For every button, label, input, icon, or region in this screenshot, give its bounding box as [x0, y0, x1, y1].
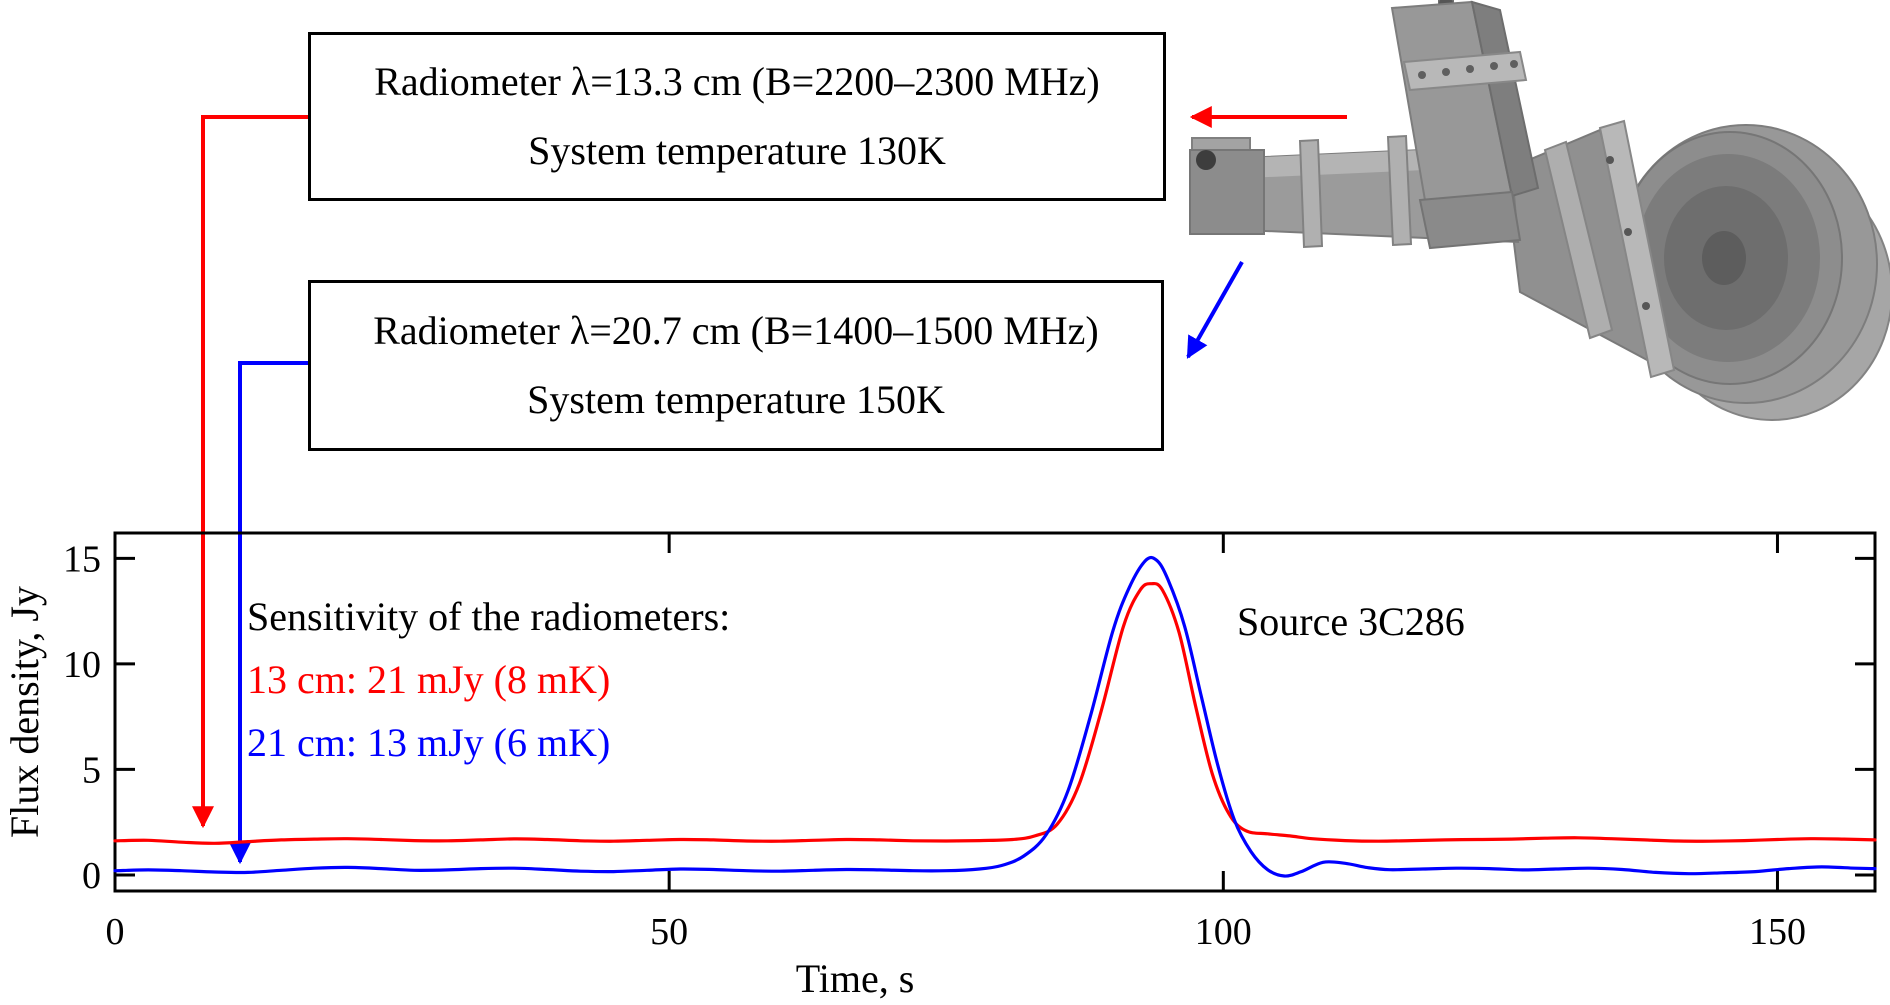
radiometer-21cm-temperature: System temperature 150K [527, 377, 945, 423]
y-tick-label: 5 [82, 749, 101, 791]
x-tick-label: 150 [1749, 911, 1806, 953]
radiometer-13cm-temperature: System temperature 130K [528, 128, 946, 173]
x-axis-title: Time, s [796, 956, 915, 1001]
radiometer-21cm-title: Radiometer λ=20.7 cm (B=1400–1500 MHz) [373, 307, 1099, 353]
x-tick-label: 50 [650, 911, 688, 953]
radiometer-21cm-box: Radiometer λ=20.7 cm (B=1400–1500 MHz) S… [308, 280, 1164, 451]
sensitivity-21cm-value: 21 cm: 13 mJy (6 mK) [247, 720, 611, 765]
source-label: Source 3C286 [1237, 599, 1465, 644]
radiometer-13cm-title: Radiometer λ=13.3 cm (B=2200–2300 MHz) [374, 59, 1100, 104]
feed-horn-cone [1503, 119, 1676, 379]
curve-13cm [113, 581, 1877, 845]
sensitivity-13cm-value: 13 cm: 21 mJy (8 mK) [247, 657, 611, 702]
x-tick-label: 100 [1195, 911, 1252, 953]
y-tick-label: 10 [63, 644, 101, 686]
receiver-tower [1390, 0, 1540, 250]
y-tick-label: 0 [82, 855, 101, 897]
x-tick-label: 0 [106, 911, 125, 953]
sensitivity-title: Sensitivity of the radiometers: [247, 594, 731, 639]
y-tick-label: 15 [63, 538, 101, 580]
arrow-photo-to-21cm-box [1186, 261, 1244, 359]
connector-13cm-to-curve [192, 115, 308, 829]
radiometer-photo [1189, 0, 1890, 421]
y-axis-title: Flux density, Jy [2, 586, 47, 838]
feed-horn-aperture [1614, 124, 1890, 421]
plot-frame [113, 531, 1877, 893]
radiometer-13cm-box: Radiometer λ=13.3 cm (B=2200–2300 MHz) S… [308, 32, 1166, 201]
curve-21cm [113, 555, 1877, 878]
connector-21cm-to-curve [229, 361, 308, 865]
